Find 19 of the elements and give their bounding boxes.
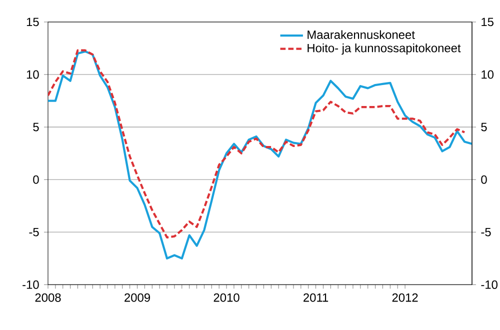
- y2-tick-label: 5: [481, 122, 487, 132]
- y2-tick-label: 10: [482, 70, 494, 79]
- y2-tick-label: -10: [481, 280, 498, 289]
- y-tick-label: -10: [22, 280, 39, 289]
- x-tick-label: 2012: [392, 293, 418, 302]
- y-tick-label: 10: [26, 70, 39, 79]
- y-tick-label: 5: [33, 122, 39, 132]
- y2-tick-label: 15: [482, 18, 494, 26]
- y2-tick-label: 0: [481, 175, 487, 184]
- x-tick-label: 2008: [35, 293, 61, 302]
- legend-label: Maarakennuskoneet: [308, 30, 415, 39]
- y-tick-label: 0: [33, 175, 39, 184]
- y-tick-label: 15: [26, 18, 39, 26]
- y2-tick-label: -5: [481, 228, 491, 236]
- x-tick-label: 2009: [124, 293, 150, 302]
- legend-label: Hoito- ja kunnossapitokoneet: [308, 44, 461, 55]
- y-tick-label: -5: [29, 228, 39, 236]
- x-tick-label: 2010: [214, 293, 240, 302]
- x-tick-label: 2011: [304, 293, 328, 302]
